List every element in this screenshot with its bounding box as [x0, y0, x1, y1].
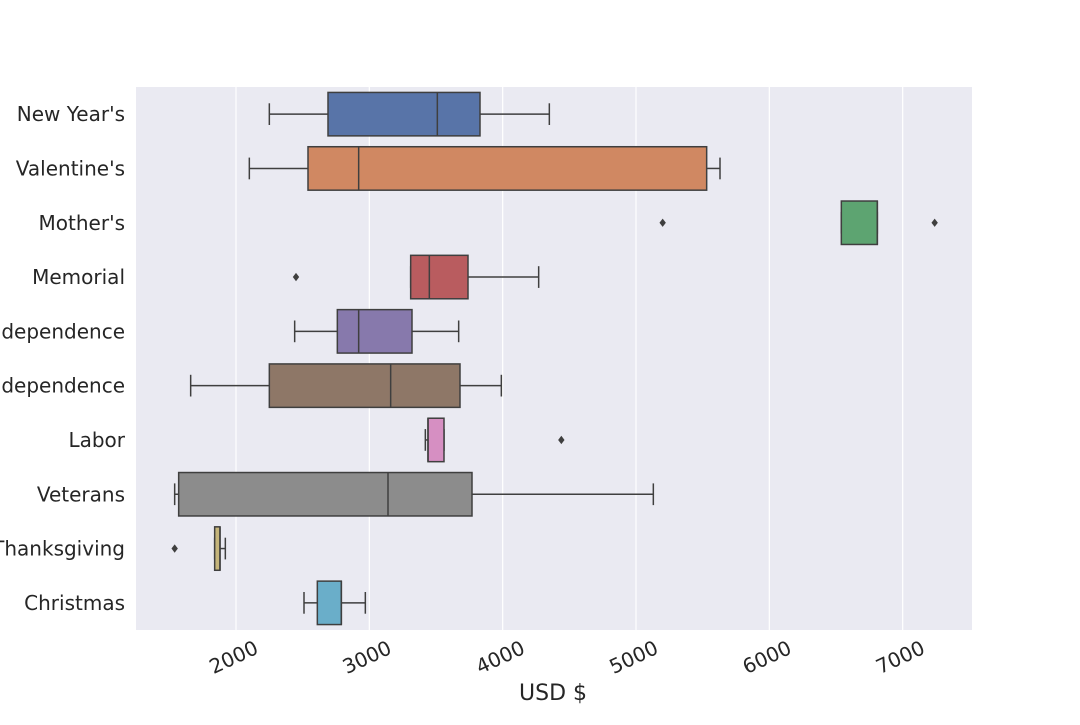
- box-group: [659, 200, 938, 246]
- box-iqr: [177, 471, 473, 517]
- category-label: Independence: [0, 319, 125, 343]
- box-group: [189, 363, 503, 409]
- box-group: [268, 91, 551, 137]
- box-group: [293, 308, 460, 354]
- outlier-point: [292, 272, 300, 282]
- box-iqr: [336, 308, 413, 354]
- box-group: [424, 417, 565, 463]
- box-group: [171, 526, 227, 572]
- box-group: [248, 145, 721, 191]
- category-label: New Year's: [17, 102, 125, 126]
- box-iqr: [409, 254, 469, 300]
- box-iqr: [427, 417, 445, 463]
- category-label: Valentine's: [16, 156, 125, 180]
- category-labels: New Year's Valentine's Mother's Memorial Ind…: [0, 102, 126, 615]
- box-group: [303, 580, 367, 626]
- category-label: Labor: [68, 428, 125, 452]
- x-tick-label: 4000: [472, 635, 528, 678]
- box-series: [171, 91, 938, 626]
- category-label: Mother's: [39, 211, 125, 235]
- x-tick-label: 3000: [339, 635, 395, 678]
- outlier-point: [659, 218, 666, 227]
- category-label: Thanksgiving: [0, 537, 125, 561]
- outlier-point: [171, 544, 178, 553]
- box-iqr: [327, 91, 481, 137]
- category-label: Veterans: [37, 482, 125, 506]
- x-tick-labels: 2000 3000 4000 5000 6000 7000: [205, 635, 928, 678]
- x-axis-title: USD $: [519, 681, 587, 706]
- category-label: Memorial: [32, 265, 125, 289]
- x-tick-label: 2000: [205, 635, 261, 678]
- category-label: Christmas: [24, 591, 125, 615]
- box-group: [292, 254, 540, 300]
- box-iqr: [268, 363, 461, 409]
- outlier-point: [931, 218, 938, 227]
- category-label: Independence: [0, 374, 125, 398]
- box-iqr: [213, 526, 221, 572]
- outlier-point: [558, 435, 565, 445]
- box-iqr: [307, 145, 708, 191]
- box-iqr: [316, 580, 343, 626]
- box-iqr: [840, 200, 879, 246]
- box-group: [173, 471, 655, 517]
- x-tick-label: 5000: [605, 635, 661, 678]
- x-tick-label: 7000: [872, 635, 928, 678]
- x-tick-label: 6000: [739, 635, 795, 678]
